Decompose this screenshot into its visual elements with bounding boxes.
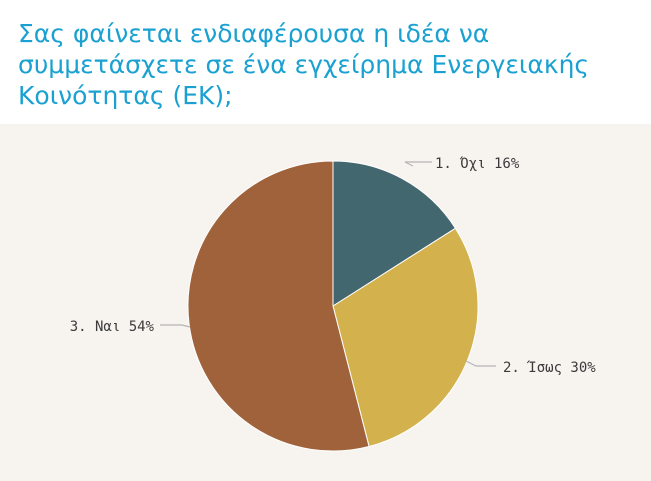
pie-slice-3 [187,160,370,452]
pie-slices [187,160,479,452]
slice-labels: 1. Όχι 16% 2. Ίσως 30% 3. Ναι 54% [70,156,597,376]
leader-line-1 [404,161,432,167]
slice-label-3: 3. Ναι 54% [70,319,155,335]
leader-lines [160,161,496,367]
question-header: Σας φαίνεται ενδιαφέρουσα η ιδέα να συμμ… [0,0,651,124]
pie-slice-1 [332,160,457,307]
leader-line-2 [465,360,496,367]
page-title: Σας φαίνεται ενδιαφέρουσα η ιδέα να συμμ… [18,19,590,110]
slice-label-1: 1. Όχι 16% [435,156,520,172]
slice-label-2: 2. Ίσως 30% [503,360,596,376]
pie-slice-2 [332,227,479,448]
leader-line-3 [160,324,191,328]
